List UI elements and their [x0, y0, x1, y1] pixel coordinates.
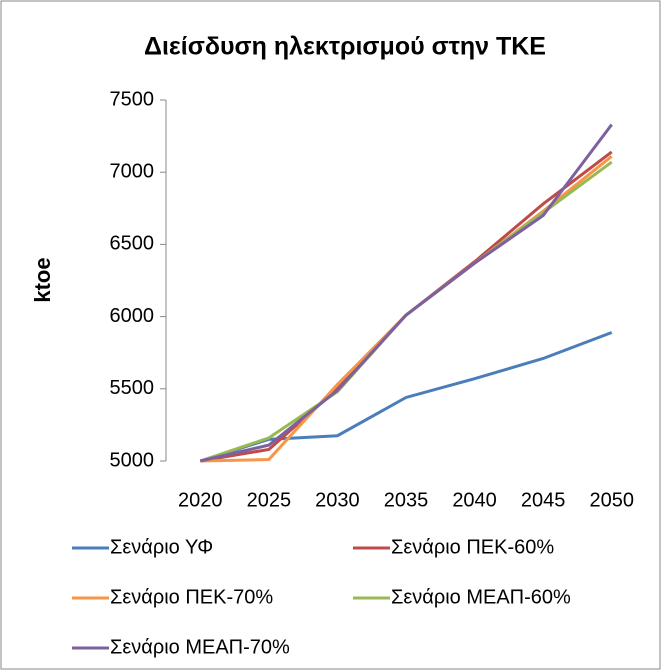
- x-tick-label: 2050: [589, 489, 634, 511]
- y-tick-label: 6500: [110, 233, 155, 255]
- x-tick-label: 2030: [315, 489, 360, 511]
- legend-label: Σενάριο ΠΕΚ-60%: [391, 536, 554, 558]
- y-tick-label: 5000: [110, 449, 155, 471]
- x-tick-label: 2020: [178, 489, 223, 511]
- y-tick-label: 7000: [110, 160, 155, 182]
- legend-label: Σενάριο ΥΦ: [110, 536, 213, 558]
- series-line: [199, 123, 613, 463]
- y-tick-label: 6000: [110, 305, 155, 327]
- y-tick-label: 5500: [110, 377, 155, 399]
- y-axis-label: ktoe: [30, 257, 55, 302]
- y-tick-label: 7500: [110, 88, 155, 110]
- legend-label: Σενάριο ΜΕΑΠ-60%: [391, 586, 571, 608]
- legend-label: Σενάριο ΠΕΚ-70%: [110, 586, 273, 608]
- chart-title: Διείσδυση ηλεκτρισμού στην ΤΚΕ: [144, 33, 546, 61]
- x-tick-label: 2035: [384, 489, 429, 511]
- x-tick-label: 2025: [247, 489, 292, 511]
- x-tick-label: 2045: [521, 489, 566, 511]
- x-tick-label: 2040: [452, 489, 497, 511]
- legend-label: Σενάριο ΜΕΑΠ-70%: [110, 636, 290, 658]
